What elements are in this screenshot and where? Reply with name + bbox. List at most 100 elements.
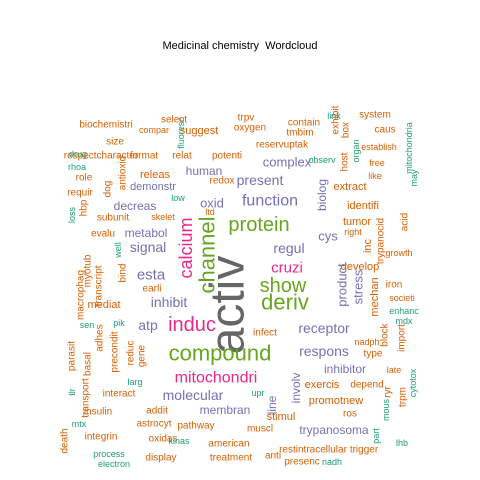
wordcloud-word: mdx xyxy=(395,316,413,326)
wordcloud-word: infect xyxy=(253,328,277,339)
wordcloud-word: contain xyxy=(288,118,320,129)
wordcloud-word: atp xyxy=(138,317,158,333)
wordcloud-word: precondit xyxy=(110,331,121,372)
wordcloud-word: protein xyxy=(228,214,289,236)
wordcloud-word: respectcharacter xyxy=(64,151,139,162)
wordcloud-word: calcium xyxy=(176,217,196,278)
wordcloud-word: mous xyxy=(381,399,391,422)
figure-title: Medicinal chemistry Wordcloud xyxy=(162,40,318,52)
wordcloud-word: receptor xyxy=(298,320,350,336)
wordcloud-word: electron xyxy=(98,459,130,469)
wordcloud-word: oxidas xyxy=(149,434,178,445)
wordcloud-word: host xyxy=(340,152,351,171)
wordcloud-word: role xyxy=(76,173,93,184)
wordcloud-word: show xyxy=(260,275,307,297)
wordcloud-word: exhibit xyxy=(331,105,342,134)
wordcloud-word: bind xyxy=(118,264,129,283)
wordcloud-word: mitochondri xyxy=(175,370,258,387)
wordcloud-word: identifi xyxy=(347,200,379,212)
wordcloud-word: tumor xyxy=(343,216,371,228)
wordcloud-word: hbp xyxy=(79,199,90,216)
wordcloud-word: rhoa xyxy=(68,162,86,172)
wordcloud-word: nadph xyxy=(354,337,379,347)
wordcloud-word: cruzi xyxy=(271,260,303,277)
wordcloud-word: ltd xyxy=(205,207,215,217)
wordcloud-word: skelet xyxy=(151,212,175,222)
wordcloud-word: trypanosoma xyxy=(299,423,369,437)
wordcloud-word: select xyxy=(161,115,187,126)
wordcloud-word: nadh xyxy=(322,457,342,467)
wordcloud-word: develop xyxy=(341,261,380,273)
wordcloud-word: releas xyxy=(140,169,170,181)
wordcloud-word: subunit xyxy=(97,213,129,224)
wordcloud-word: biochemistri xyxy=(79,120,132,131)
wordcloud-word: compound xyxy=(169,341,272,366)
wordcloud-word: line xyxy=(265,395,279,414)
wordcloud-word: gene xyxy=(137,344,148,367)
wordcloud-word: well xyxy=(113,242,123,259)
wordcloud-word: iron xyxy=(386,280,403,291)
wordcloud-word: evalu xyxy=(91,229,115,240)
wordcloud-word: function xyxy=(242,193,298,210)
wordcloud-word: reservuptak xyxy=(256,140,309,151)
wordcloud-word: format xyxy=(130,151,159,162)
wordcloud-word: myotub xyxy=(83,254,94,287)
wordcloud-word: larg xyxy=(127,377,142,387)
wordcloud-word: relat xyxy=(172,151,192,162)
wordcloud-word: ros xyxy=(343,409,357,420)
wordcloud-word: oxid xyxy=(200,196,224,211)
wordcloud-word: basal xyxy=(83,352,94,376)
wordcloud-word: type xyxy=(364,349,383,360)
wordcloud-word: trypanocid xyxy=(376,218,387,264)
wordcloud-word: mediat xyxy=(87,299,120,311)
wordcloud-word: treatment xyxy=(210,453,252,464)
wordcloud-word: channel xyxy=(195,216,220,293)
wordcloud-word: import xyxy=(397,324,408,352)
wordcloud-word: observ xyxy=(308,155,336,165)
wordcloud-word: kinas xyxy=(168,436,190,446)
wordcloud-word: earli xyxy=(143,284,162,295)
wordcloud-word: deriv xyxy=(261,290,309,315)
wordcloud-word: antioxid xyxy=(118,156,129,190)
wordcloud-word: enhanc xyxy=(389,306,419,316)
wordcloud-word: low xyxy=(171,193,185,203)
wordcloud-word: demonstr xyxy=(130,181,176,193)
wordcloud-word: oxygen xyxy=(234,123,266,134)
wordcloud-word: ryr xyxy=(383,386,394,398)
wordcloud-word: mechan xyxy=(369,277,381,316)
wordcloud-word: redox xyxy=(209,176,234,187)
wordcloud-word: mitochondria xyxy=(404,122,414,174)
wordcloud-word: macrophag xyxy=(76,270,87,320)
wordcloud-word: presenc xyxy=(284,457,320,468)
wordcloud-word: box xyxy=(341,122,352,138)
wordcloud-word: astrocyt xyxy=(136,419,171,430)
wordcloud-word: potenti xyxy=(212,151,242,162)
wordcloud-word: mtx xyxy=(72,419,87,429)
wordcloud-word: compar xyxy=(139,125,169,135)
wordcloud-word: transcript xyxy=(94,265,105,306)
wordcloud-word: metabol xyxy=(125,226,168,240)
wordcloud-word: acid xyxy=(400,213,411,231)
wordcloud-word: trpm xyxy=(398,387,409,407)
wordcloud-word: promotnew xyxy=(309,395,363,407)
wordcloud-word: size xyxy=(106,137,124,148)
wordcloud-word: free xyxy=(369,158,385,168)
wordcloud-word: like xyxy=(368,171,382,181)
wordcloud-word: restintracellular xyxy=(279,445,347,456)
wordcloud-word: biolog xyxy=(315,179,329,211)
wordcloud-word: establish xyxy=(361,142,397,152)
wordcloud-word: addit xyxy=(146,406,168,417)
wordcloud-word: trigger xyxy=(350,445,379,456)
wordcloud-word: transport xyxy=(81,378,92,418)
wordcloud-word: muscl xyxy=(247,424,273,435)
wordcloud-word: upr xyxy=(251,388,264,398)
wordcloud-word: part xyxy=(371,428,381,444)
wordcloud-word: late xyxy=(387,365,402,375)
wordcloud-word: exercis xyxy=(305,379,340,391)
wordcloud-word: process xyxy=(93,449,125,459)
wordcloud-word: link xyxy=(327,111,341,121)
wordcloud-word: sen xyxy=(80,320,95,330)
wordcloud-word: inc xyxy=(362,238,374,253)
wordcloud-word: extract xyxy=(333,181,366,193)
